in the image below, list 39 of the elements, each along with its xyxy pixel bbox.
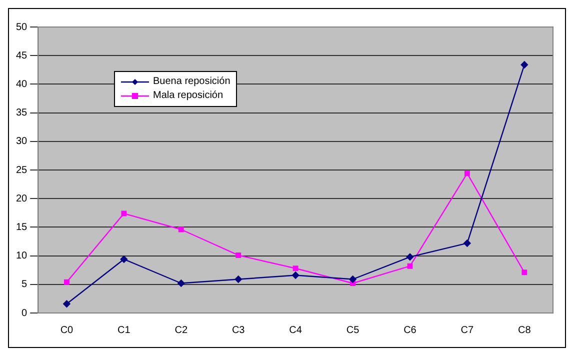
y-tick-label: 25 bbox=[16, 164, 28, 176]
y-tick-label: 10 bbox=[16, 250, 28, 262]
point bbox=[292, 266, 298, 272]
y-tick-label: 15 bbox=[16, 222, 28, 233]
point bbox=[234, 276, 242, 283]
point bbox=[64, 279, 70, 285]
y-tick-label: 40 bbox=[16, 78, 28, 90]
point bbox=[63, 300, 70, 308]
point bbox=[407, 263, 413, 269]
x-tick-label: C3 bbox=[232, 324, 246, 336]
point bbox=[464, 240, 471, 247]
point bbox=[120, 256, 128, 263]
point bbox=[520, 61, 528, 68]
x-tick-label: C5 bbox=[346, 324, 360, 336]
y-tick-label: 35 bbox=[16, 108, 28, 119]
point bbox=[236, 252, 242, 258]
y-tick-label: 50 bbox=[16, 22, 28, 33]
x-tick-label: C0 bbox=[60, 324, 74, 336]
y-tick-label: 5 bbox=[22, 279, 28, 290]
point bbox=[178, 226, 184, 232]
legend-label: Mala reposición bbox=[153, 89, 224, 103]
x-tick-label: C8 bbox=[518, 324, 532, 336]
y-tick-label: 20 bbox=[16, 193, 28, 204]
point bbox=[178, 280, 185, 287]
y-tick-label: 0 bbox=[22, 308, 28, 319]
x-tick-label: C7 bbox=[460, 324, 474, 336]
y-tick-label: 30 bbox=[16, 136, 28, 148]
point bbox=[522, 270, 528, 276]
legend-label: Buena reposición bbox=[153, 75, 230, 89]
point bbox=[349, 276, 356, 283]
x-tick-label: C2 bbox=[174, 324, 188, 336]
x-tick-label: C6 bbox=[404, 324, 417, 336]
point bbox=[406, 253, 414, 261]
point bbox=[292, 272, 300, 279]
x-tick-label: C4 bbox=[289, 324, 302, 336]
point bbox=[121, 210, 127, 216]
y-tick-label: 45 bbox=[16, 50, 28, 62]
x-tick-label: C1 bbox=[118, 324, 131, 336]
point bbox=[464, 170, 470, 176]
